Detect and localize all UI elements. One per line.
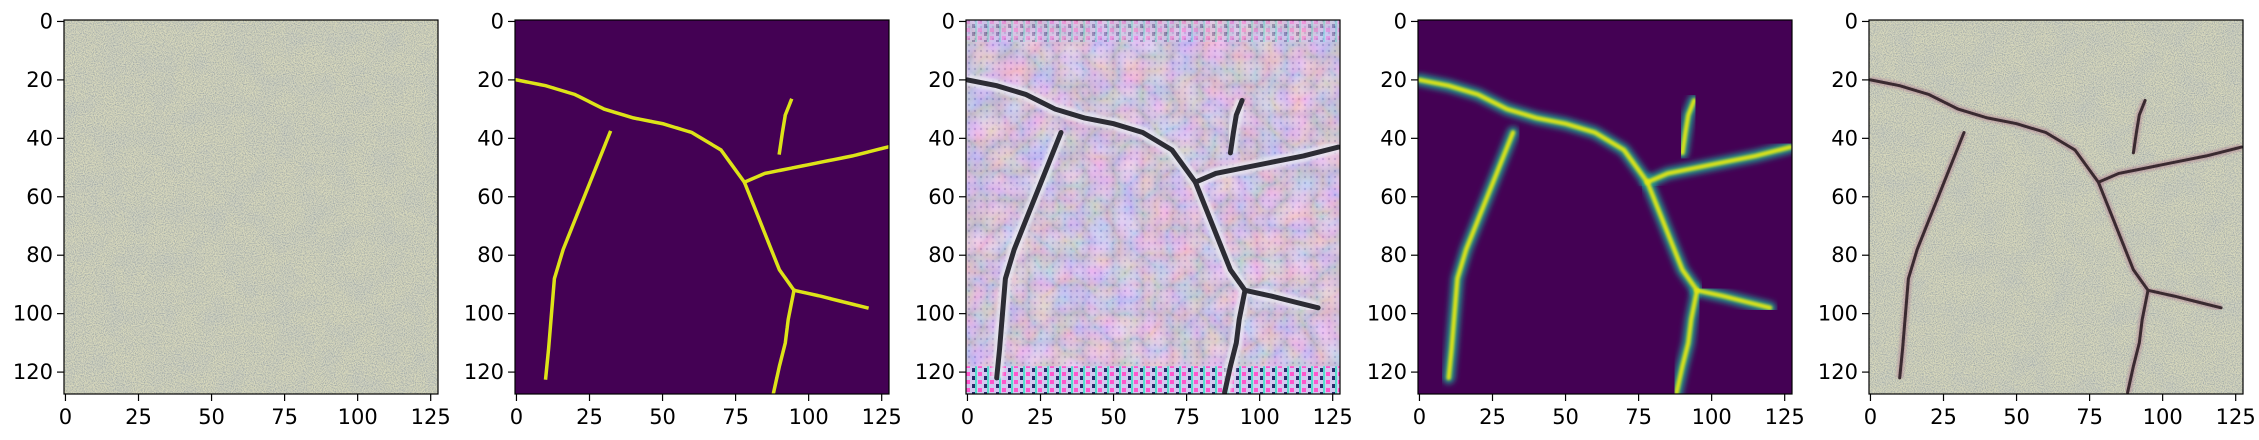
x-tick-label: 125 [411,405,451,429]
y-tick-label: 80 [928,243,955,267]
x-tick-label: 100 [789,405,829,429]
panel-image [1418,20,1792,394]
y-tick-label: 100 [1367,302,1407,326]
y-tick-label: 0 [942,9,955,33]
x-tick-label: 100 [1240,405,1280,429]
y-tick-label: 80 [1380,243,1407,267]
x-tick-label: 75 [1625,405,1652,429]
y-tick-label: 20 [928,68,955,92]
y-tick-label: 40 [26,126,53,150]
y-tick-label: 60 [477,185,504,209]
x-tick-label: 75 [271,405,298,429]
y-tick-label: 80 [477,243,504,267]
x-tick-label: 100 [1692,405,1732,429]
y-tick-label: 60 [1831,185,1858,209]
panel-prediction: 0 25 50 75 100 125 0 20 40 60 80 100 120 [1367,9,1805,429]
y-tick-label: 120 [1818,360,1858,384]
x-tick-label: 125 [1765,405,1805,429]
x-tick-label: 75 [722,405,749,429]
panel-image [64,20,438,394]
x-tick-label: 25 [1930,405,1957,429]
y-tick-label: 40 [928,126,955,150]
x-tick-label: 0 [1864,405,1877,429]
y-tick-label: 80 [1831,243,1858,267]
y-tick-label: 20 [26,68,53,92]
y-tick-label: 20 [477,68,504,92]
y-tick-label: 20 [1380,68,1407,92]
y-tick-label: 80 [26,243,53,267]
x-tick-label: 50 [1100,405,1127,429]
artifact-band [966,366,1340,394]
x-tick-label: 25 [1479,405,1506,429]
y-tick-label: 60 [26,185,53,209]
x-tick-label: 75 [2076,405,2103,429]
y-tick-label: 100 [464,302,504,326]
panel-input-photo: 0 25 50 75 100 125 0 20 40 60 80 100 120 [13,9,451,429]
panel-image [1869,20,2243,394]
y-tick-label: 60 [928,185,955,209]
y-tick-label: 0 [491,9,504,33]
x-tick-label: 100 [2143,405,2183,429]
x-tick-label: 25 [576,405,603,429]
y-tick-label: 100 [1818,302,1858,326]
x-tick-label: 125 [1313,405,1353,429]
x-tick-label: 0 [510,405,523,429]
y-tick-label: 120 [13,360,53,384]
x-tick-label: 50 [649,405,676,429]
y-tick-label: 0 [1845,9,1858,33]
y-tick-label: 60 [1380,185,1407,209]
panel-image [515,20,889,394]
y-tick-label: 120 [1367,360,1407,384]
y-tick-label: 120 [464,360,504,384]
panel-generated: 0 25 50 75 100 125 0 20 40 60 80 100 120 [915,9,1353,429]
y-tick-label: 40 [1831,126,1858,150]
panel-overlay: 0 25 50 75 100 125 0 20 40 60 80 100 120 [1818,9,2256,429]
y-tick-label: 40 [477,126,504,150]
x-tick-label: 0 [1413,405,1426,429]
y-tick-label: 100 [13,302,53,326]
x-tick-label: 50 [2003,405,2030,429]
x-tick-label: 0 [961,405,974,429]
panel-image [966,20,1340,394]
x-tick-label: 25 [125,405,152,429]
x-tick-label: 50 [198,405,225,429]
x-tick-label: 125 [2216,405,2256,429]
panel-ground-truth: 0 25 50 75 100 125 0 20 40 60 80 100 120 [464,9,902,429]
x-tick-label: 25 [1027,405,1054,429]
x-tick-label: 100 [338,405,378,429]
x-tick-label: 0 [59,405,72,429]
y-tick-label: 0 [1394,9,1407,33]
y-tick-label: 100 [915,302,955,326]
x-tick-label: 125 [862,405,902,429]
y-tick-label: 40 [1380,126,1407,150]
y-tick-label: 0 [40,9,53,33]
y-tick-label: 20 [1831,68,1858,92]
x-tick-label: 75 [1173,405,1200,429]
y-tick-label: 120 [915,360,955,384]
x-tick-label: 50 [1552,405,1579,429]
